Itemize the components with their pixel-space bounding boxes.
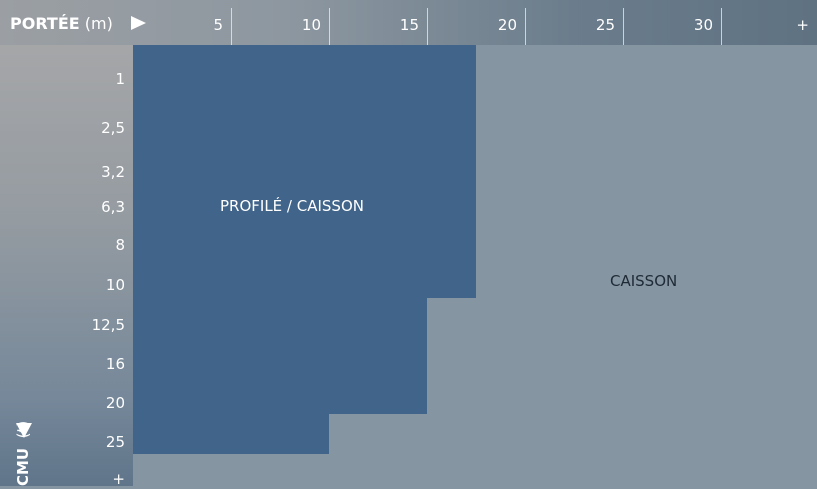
load-axis-title: CMU (t) [12,420,32,486]
load-axis-title-text: CMU (t) [14,421,32,486]
load-row-10: 10 [105,276,125,294]
caisson-label: CAISSON [610,272,678,290]
col-divider [525,8,526,45]
col-divider [329,8,330,45]
span-unit: (m) [84,14,113,33]
profile-caisson-label: PROFILÉ / CAISSON [220,197,364,215]
profile-caisson-zone-upper [133,45,476,298]
col-divider [427,8,428,45]
profile-caisson-zone-lower [133,414,329,454]
span-header: PORTÉE (m) 5 10 15 20 25 30 + [0,0,817,45]
load-row-3-2: 3,2 [101,163,125,181]
span-col-5: 5 [213,16,223,34]
span-col-15: 15 [399,16,419,34]
span-title-text: PORTÉE [10,14,80,33]
load-row-8: 8 [115,236,125,254]
col-divider [231,8,232,45]
load-row-2-5: 2,5 [101,119,125,137]
arrow-right-icon [131,16,146,30]
load-axis: 1 2,5 3,2 6,3 8 10 12,5 16 20 25 + CMU (… [0,45,133,488]
load-axis-title-bold: CMU [14,447,32,486]
span-col-25: 25 [595,16,615,34]
col-divider [721,8,722,45]
load-row-plus: + [112,470,125,488]
span-col-20: 20 [497,16,517,34]
col-divider [623,8,624,45]
load-row-1: 1 [115,70,125,88]
load-axis-unit: (t) [14,420,32,439]
load-row-12-5: 12,5 [91,316,125,334]
span-col-30: 30 [693,16,713,34]
load-row-25: 25 [105,433,125,451]
span-col-plus: + [796,16,809,34]
span-title: PORTÉE (m) [10,0,113,45]
load-row-20: 20 [105,394,125,412]
span-col-10: 10 [301,16,321,34]
arrow-down-icon [16,423,32,438]
load-row-16: 16 [105,355,125,373]
load-row-6-3: 6,3 [101,198,125,216]
profile-caisson-zone-middle [133,298,427,414]
